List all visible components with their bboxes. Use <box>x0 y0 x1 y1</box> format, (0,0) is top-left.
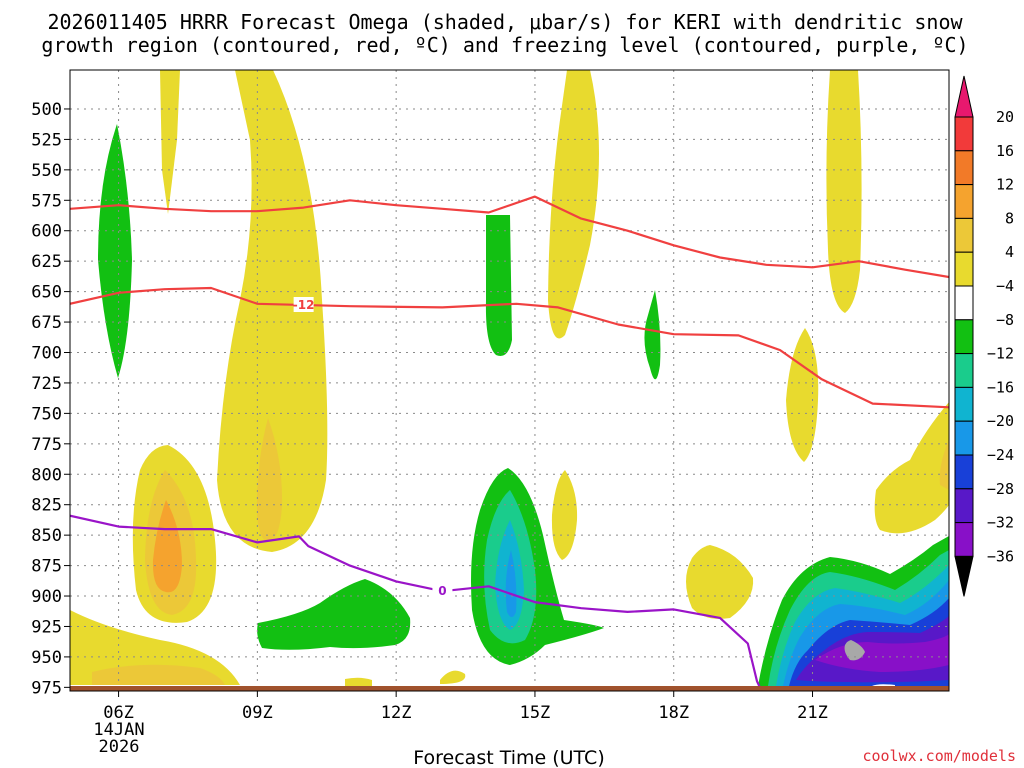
green-column-06z <box>98 124 132 378</box>
date-label-line-1: 14JAN <box>93 720 144 740</box>
y-tick-label-775: 775 <box>31 435 62 455</box>
colorbar-label--16: −16 <box>987 378 1014 396</box>
x-tick-label-12Z: 12Z <box>381 703 412 723</box>
y-tick-label-650: 650 <box>31 283 62 303</box>
green-blob-11z <box>257 579 411 650</box>
descent-white-gap <box>872 684 895 686</box>
x-tick-label-09Z: 09Z <box>242 703 273 723</box>
colorbar-label-4: 4 <box>1005 243 1014 261</box>
y-tick-label-550: 550 <box>31 161 62 181</box>
y-tick-label-625: 625 <box>31 252 62 272</box>
title-line-2: growth region (contoured, red, ºC) and f… <box>41 33 968 57</box>
colorbar-swatch-4 <box>954 251 974 287</box>
x-tick-label-18Z: 18Z <box>658 703 689 723</box>
colorbar-label--20: −20 <box>987 412 1014 430</box>
time-axis: 06Z 09Z 12Z 15Z 18Z 21Z <box>103 691 828 723</box>
colorbar-swatch-−24 <box>954 454 974 490</box>
yellow-small-12z <box>440 670 466 684</box>
colorbar-label-20: 20 <box>996 108 1014 126</box>
colorbar-label--36: −36 <box>987 547 1014 565</box>
contour-label-dgz_-12C: -12 <box>293 298 315 312</box>
colorbar-label--4: −4 <box>996 277 1014 295</box>
yellow-blob-18z <box>686 545 754 619</box>
yellow-small-11z <box>345 677 372 686</box>
yellow-lower-left <box>70 610 240 685</box>
y-tick-label-950: 950 <box>31 648 62 668</box>
contour-dgz_-18C <box>70 195 949 279</box>
yellow-blob-20z <box>786 328 819 462</box>
y-tick-label-875: 875 <box>31 557 62 577</box>
colorbar-label--32: −32 <box>987 514 1014 532</box>
date-label-line-2: 2026 <box>99 737 140 757</box>
contour-label-bg-dgz_-12C <box>293 297 314 313</box>
colorbar-swatch-−20 <box>954 420 974 456</box>
colorbar-label-12: 12 <box>996 176 1014 194</box>
colorbar-swatch-−28 <box>954 488 974 524</box>
descent-dark-purple <box>815 634 949 672</box>
yellow-blob-15z <box>551 470 578 560</box>
plot-frame <box>69 69 950 692</box>
colorbar-swatch-12 <box>954 184 974 219</box>
title-line-1: 2026011405 HRRR Forecast Omega (shaded, … <box>47 10 963 34</box>
omega-shading <box>70 70 949 686</box>
yellow-orange-09z <box>256 418 283 542</box>
ground-surface <box>70 686 949 691</box>
yellow-plume-21z <box>826 70 862 313</box>
colorbar-swatch-−16 <box>954 386 974 422</box>
y-tick-label-825: 825 <box>31 496 62 516</box>
colorbar-swatch-−12 <box>954 353 974 388</box>
colorbar-label-16: 16 <box>996 142 1014 160</box>
y-tick-label-675: 675 <box>31 313 62 333</box>
colorbar-label--8: −8 <box>996 311 1014 329</box>
y-tick-label-925: 925 <box>31 617 62 637</box>
colorbar: 20 16 12 8 4 −4 −8 −12 −16 −20 −24 −28 −32 −36 <box>954 75 1014 597</box>
y-tick-label-900: 900 <box>31 587 62 607</box>
x-tick-label-21Z: 21Z <box>797 703 828 723</box>
contour-labels: -12 0 <box>293 297 453 599</box>
colorbar-swatch-8 <box>954 217 974 253</box>
colorbar-label--28: −28 <box>987 480 1014 498</box>
colorbar-swatch-over <box>954 75 974 118</box>
colorbar-swatch-−4 <box>954 285 974 321</box>
colorbar-swatch-under <box>954 555 974 597</box>
y-tick-label-700: 700 <box>31 343 62 363</box>
contour-dgz_-12C <box>70 286 949 409</box>
green-sliver-17z <box>644 290 661 380</box>
credit-text: coolwx.com/models <box>862 747 1016 765</box>
x-axis-label: Forecast Time (UTC) <box>413 747 604 768</box>
green-column-14z <box>485 215 512 356</box>
contour-label-freezing_level_0C: 0 <box>438 584 446 598</box>
colorbar-label--24: −24 <box>987 446 1014 464</box>
y-tick-label-725: 725 <box>31 374 62 394</box>
y-tick-label-600: 600 <box>31 222 62 242</box>
pressure-axis: 500 525 550 575 600 625 650 675 700 725 750 775 800 8… <box>31 100 70 698</box>
colorbar-swatch-−8 <box>954 319 974 355</box>
y-tick-label-975: 975 <box>31 678 62 698</box>
contour-label-bg-freezing_level_0C <box>432 583 453 599</box>
colorbar-swatch-16 <box>954 150 974 186</box>
colorbar-label-8: 8 <box>1005 209 1014 227</box>
colorbar-swatch-−32 <box>954 522 974 557</box>
blue-core-14z <box>505 550 517 617</box>
orange-right-edge <box>939 440 949 490</box>
yellow-plume-15z <box>548 70 599 339</box>
y-tick-label-500: 500 <box>31 100 62 120</box>
y-tick-label-575: 575 <box>31 191 62 211</box>
yellow-plume-09z <box>217 70 328 552</box>
descent-gray-core <box>844 640 865 661</box>
colorbar-label--12: −12 <box>987 345 1014 363</box>
orange-core-07z <box>152 500 182 593</box>
x-tick-label-06Z: 06Z <box>103 703 134 723</box>
orange-lower-left <box>92 664 225 685</box>
y-tick-label-525: 525 <box>31 130 62 150</box>
colorbar-swatch-20 <box>954 116 974 152</box>
x-tick-label-15Z: 15Z <box>520 703 551 723</box>
yellow-plume-07z <box>160 70 180 214</box>
y-tick-label-850: 850 <box>31 526 62 546</box>
y-tick-label-750: 750 <box>31 404 62 424</box>
y-tick-label-800: 800 <box>31 465 62 485</box>
yellow-right-edge <box>874 402 949 534</box>
